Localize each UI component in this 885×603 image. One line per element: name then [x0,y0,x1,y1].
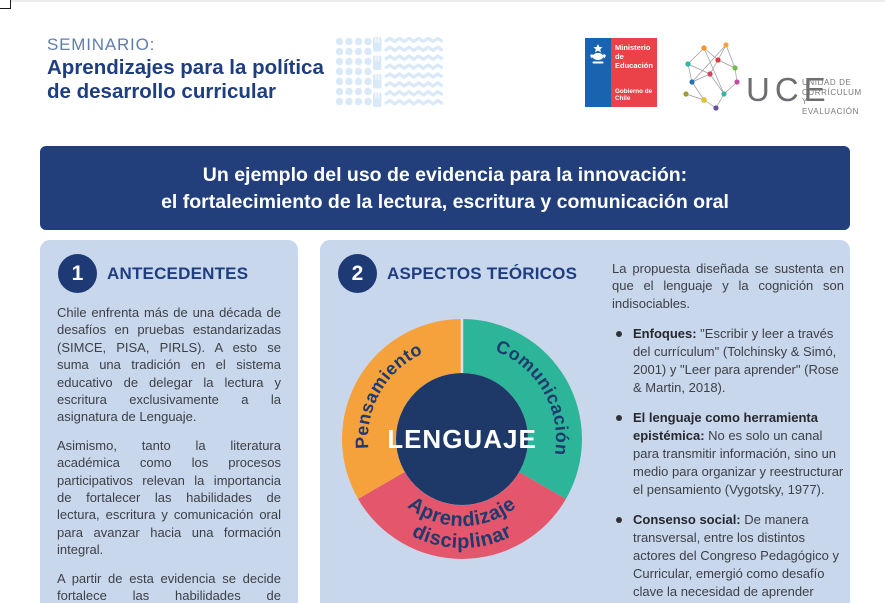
section1-paragraph-2: Asimismo, tanto la literatura académica … [57,437,281,558]
mineduc-logo: Ministerio de Educación Gobierno de Chil… [585,38,657,107]
chile-coat-of-arms-icon [590,44,606,64]
section-antecedentes: 1 ANTECEDENTES Chile enfrenta más de una… [40,240,298,603]
section-aspectos-teoricos: 2 ASPECTOS TEÓRICOS Pensamiento Comunica… [320,240,850,603]
section2-heading: ASPECTOS TEÓRICOS [387,263,578,283]
section1-header: 1 ANTECEDENTES [58,254,248,293]
decorative-pattern-icon [335,37,443,107]
section1-heading: ANTECEDENTES [107,263,249,283]
section2-number-badge: 2 [338,254,377,293]
bullet-content: Consenso social: De manera transversal, … [633,512,839,603]
wave-rows [384,37,443,106]
uce-logo: UCE UNIDAD DE CURRÍCULUM Y EVALUACIÓN [680,38,861,116]
label-lenguaje-center: LENGUAJE [387,424,537,454]
bullet-content: Enfoques: "Escribir y leer a través del … [633,326,839,396]
bullet-lenguaje-epistemico: El lenguaje como herramienta epistémica:… [612,409,844,499]
section2-bullet-list: Enfoques: "Escribir y leer a través del … [612,325,844,603]
banner-title-line2: el fortalecimiento de la lectura, escrit… [161,191,729,213]
bullet-icon [616,517,622,524]
center-circle [396,373,528,505]
page-title-line2: de desarrollo curricular [47,80,277,103]
uce-tagline-line1: UNIDAD DE [802,78,852,87]
section2-intro: La propuesta diseñada se sustenta en que… [612,261,844,311]
bullet-consenso-social: Consenso social: De manera transversal, … [612,511,844,603]
comb-slits [375,37,380,99]
mineduc-logo-blue-panel [585,38,611,107]
dot-grid [335,37,372,106]
uce-network-icon [683,42,740,111]
uce-tagline-line3: EVALUACIÓN [802,106,859,116]
scan-artifact-icon [0,0,11,9]
gobierno-de-chile-label: Gobierno de Chile [615,88,653,102]
uce-tagline-line2: CURRÍCULUM Y [802,87,862,107]
bullet-icon [616,331,622,338]
bullet-enfoques: Enfoques: "Escribir y leer a través del … [612,325,844,397]
section2-body: La propuesta diseñada se sustenta en que… [612,260,844,603]
mineduc-name-line2: Educación [615,61,653,70]
comb-column [373,37,382,107]
mineduc-logo-red-panel: Ministerio de Educación Gobierno de Chil… [611,38,657,107]
banner-title: Un ejemplo del uso de evidencia para la … [40,146,850,230]
section1-number-badge: 1 [58,254,97,293]
section1-paragraph-3: A partir de esta evidencia se decide for… [57,570,281,603]
page-title-line1: Aprendizajes para la política [47,56,324,79]
lenguaje-donut-diagram: Pensamiento Comunicación Aprendizaje dis… [342,319,582,559]
bullet-content: El lenguaje como herramienta epistémica:… [633,410,844,498]
segment-pensamiento [342,319,462,499]
uce-acronym: UCE [746,71,831,108]
section1-body: Chile enfrenta más de una década de desa… [57,304,281,603]
segment-aprendizaje-disciplinar [358,472,566,559]
section2-header: 2 ASPECTOS TEÓRICOS [338,254,577,293]
segment-comunicacion [462,319,582,499]
seminar-kicker: SEMINARIO: [47,35,156,54]
page-title: Aprendizajes para la política de desarro… [47,56,324,104]
bullet-icon [616,415,622,422]
mineduc-name-line1: Ministerio de [615,43,651,61]
scan-edge-strip [0,0,885,2]
banner-title-line1: Un ejemplo del uso de evidencia para la … [202,164,688,186]
section1-paragraph-1: Chile enfrenta más de una década de desa… [57,305,281,425]
uce-tagline: UNIDAD DE CURRÍCULUM Y EVALUACIÓN [802,78,862,116]
